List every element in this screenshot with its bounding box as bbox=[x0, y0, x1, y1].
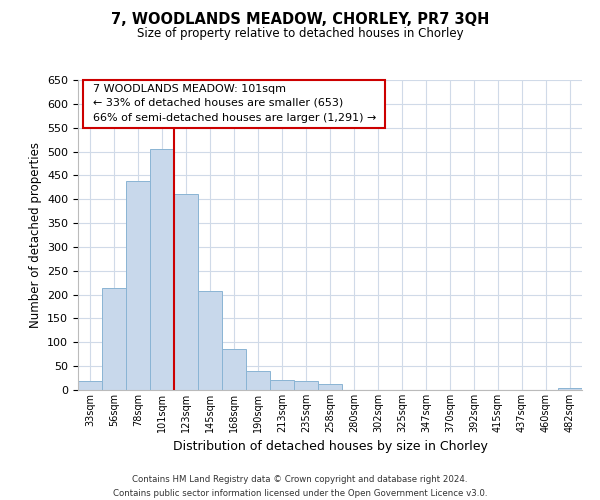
Text: 7 WOODLANDS MEADOW: 101sqm: 7 WOODLANDS MEADOW: 101sqm bbox=[93, 84, 286, 94]
Text: Size of property relative to detached houses in Chorley: Size of property relative to detached ho… bbox=[137, 28, 463, 40]
X-axis label: Distribution of detached houses by size in Chorley: Distribution of detached houses by size … bbox=[173, 440, 487, 454]
Bar bbox=[174, 194, 198, 390]
Y-axis label: Number of detached properties: Number of detached properties bbox=[29, 142, 41, 328]
Bar bbox=[222, 348, 246, 390]
Bar bbox=[102, 288, 126, 390]
Bar bbox=[318, 384, 342, 390]
Bar bbox=[78, 382, 102, 390]
Text: 66% of semi-detached houses are larger (1,291) →: 66% of semi-detached houses are larger (… bbox=[93, 112, 376, 122]
Bar bbox=[150, 149, 174, 390]
Bar bbox=[270, 380, 294, 390]
Bar bbox=[246, 371, 270, 390]
FancyBboxPatch shape bbox=[83, 80, 385, 128]
Text: Contains HM Land Registry data © Crown copyright and database right 2024.
Contai: Contains HM Land Registry data © Crown c… bbox=[113, 476, 487, 498]
Bar bbox=[558, 388, 582, 390]
Text: 7, WOODLANDS MEADOW, CHORLEY, PR7 3QH: 7, WOODLANDS MEADOW, CHORLEY, PR7 3QH bbox=[111, 12, 489, 28]
Bar bbox=[294, 381, 318, 390]
Text: ← 33% of detached houses are smaller (653): ← 33% of detached houses are smaller (65… bbox=[93, 98, 343, 108]
Bar bbox=[198, 292, 222, 390]
Bar bbox=[126, 181, 150, 390]
